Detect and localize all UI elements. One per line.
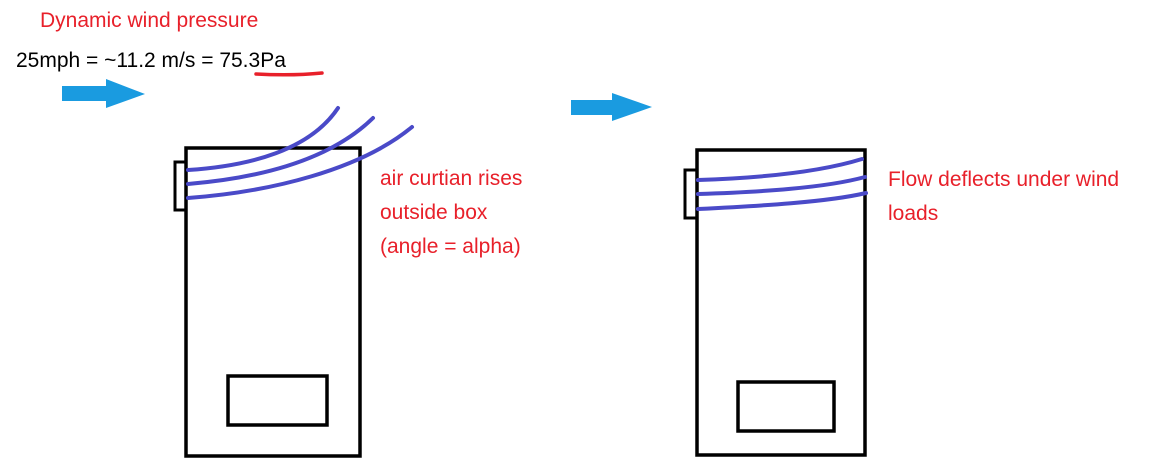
left-panel	[226, 374, 329, 427]
right-annotation: Flow deflects under wind loads	[888, 168, 1120, 225]
left-annotation-line-1: air curtian rises	[380, 167, 523, 190]
left-nozzle	[173, 160, 188, 212]
formula-result: 75.3Pa	[219, 49, 286, 72]
left-air-curtain-line-3	[186, 125, 414, 200]
wind-arrow-right-icon	[571, 93, 652, 121]
right-air-curtain-line-2	[696, 175, 867, 196]
right-air-curtain-line-1	[696, 157, 864, 182]
left-annotation: air curtian rises outside box (angle = a…	[380, 162, 580, 264]
right-unit	[683, 148, 868, 457]
wind-pressure-formula: 25mph = ~11.2 m/s = 75.3Pa	[16, 50, 286, 71]
right-panel	[736, 380, 836, 433]
left-box-outline	[184, 146, 362, 458]
right-nozzle	[683, 168, 699, 220]
left-air-curtain-line-2	[186, 116, 375, 186]
left-unit	[173, 106, 414, 458]
formula-prefix: 25mph = ~11.2 m/s =	[16, 49, 220, 72]
left-air-curtain-line-1	[186, 106, 340, 172]
right-air-curtain-line-3	[696, 191, 868, 211]
result-underline	[254, 71, 324, 77]
diagram-title: Dynamic wind pressure	[40, 9, 259, 32]
left-annotation-line-3: (angle = alpha)	[380, 235, 521, 258]
left-annotation-line-2: outside box	[380, 201, 488, 224]
wind-arrow-left-icon	[62, 79, 145, 108]
right-box-outline	[695, 148, 867, 457]
